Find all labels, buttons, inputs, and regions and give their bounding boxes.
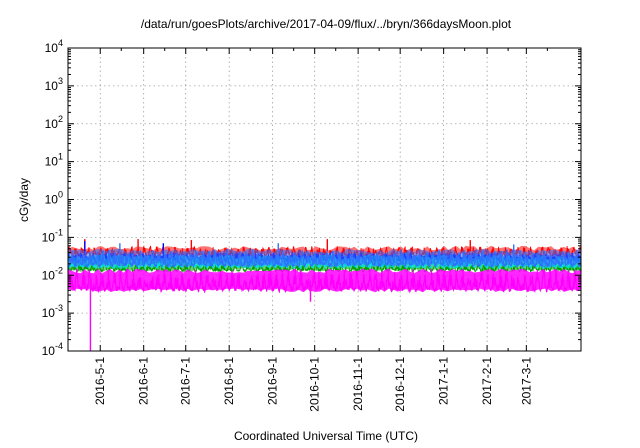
series-band-4 bbox=[68, 248, 581, 268]
x-tick-label: 2017-3-1 bbox=[519, 357, 533, 405]
series-band-5 bbox=[68, 268, 581, 293]
x-tick-label: 2016-12-1 bbox=[393, 357, 407, 412]
x-tick-label: 2016-6-1 bbox=[137, 357, 151, 405]
axis-ticks: 10-4 10-3 10-2 10-1 100 101 102 103 104 2016-5-1 2… bbox=[42, 38, 581, 412]
x-tick-label: 2016-5-1 bbox=[93, 357, 107, 405]
chart-title: /data/run/goesPlots/archive/2017-04-09/f… bbox=[141, 17, 512, 31]
x-tick-label: 2016-11-1 bbox=[351, 357, 365, 411]
y-tick-label: 103 bbox=[45, 76, 63, 93]
x-tick-label: 2017-2-1 bbox=[480, 357, 494, 405]
y-tick-label: 10-4 bbox=[42, 341, 63, 358]
y-tick-label: 100 bbox=[45, 190, 63, 207]
y-axis-label: cGy/day bbox=[17, 178, 31, 222]
grid-lines bbox=[68, 48, 581, 351]
x-tick-label: 2016-9-1 bbox=[266, 357, 280, 405]
x-tick-label: 2017-1-1 bbox=[437, 357, 451, 405]
x-tick-label: 2016-10-1 bbox=[308, 357, 322, 412]
y-tick-label: 10-3 bbox=[42, 303, 63, 320]
plot-area bbox=[68, 239, 581, 351]
y-tick-label: 10-1 bbox=[42, 227, 63, 244]
y-tick-label: 102 bbox=[45, 114, 63, 131]
x-tick-label: 2016-8-1 bbox=[222, 357, 236, 405]
y-tick-label: 10-2 bbox=[42, 265, 63, 282]
y-tick-label: 101 bbox=[45, 152, 63, 169]
x-tick-label: 2016-7-1 bbox=[179, 357, 193, 405]
x-axis-label: Coordinated Universal Time (UTC) bbox=[234, 429, 418, 443]
y-tick-label: 104 bbox=[45, 38, 63, 55]
